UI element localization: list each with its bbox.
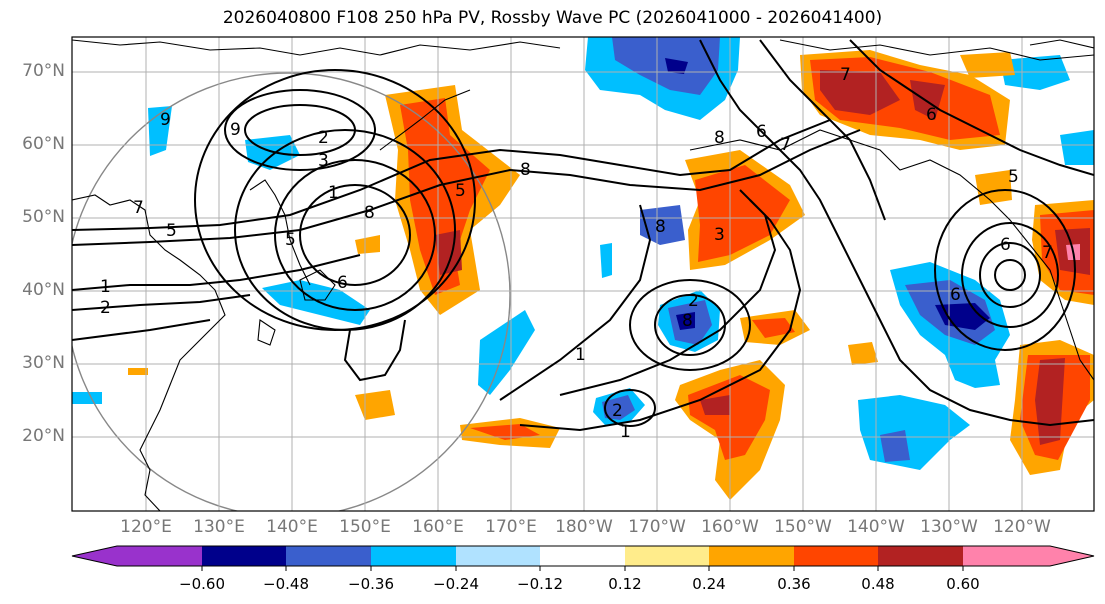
lon-label: 120°W	[993, 517, 1051, 537]
contour-label: 1	[620, 422, 631, 442]
contour-label: 9	[230, 120, 241, 140]
colorbar-tick-label: −0.12	[517, 575, 563, 593]
colorbar-tick-label: −0.48	[263, 575, 309, 593]
contour-label: 8	[714, 128, 725, 148]
contour-label: 2	[318, 128, 329, 148]
contour-label: 7	[780, 135, 791, 155]
contour-label: 8	[520, 160, 531, 180]
map-title: 2026040800 F108 250 hPa PV, Rossby Wave …	[222, 8, 883, 28]
lat-label: 20°N	[22, 426, 65, 446]
contour-label: 5	[285, 230, 296, 250]
contour-label: 3	[318, 151, 329, 171]
contour-label: 3	[714, 225, 725, 245]
lon-label: 180°W	[555, 517, 613, 537]
lat-label: 50°N	[22, 207, 65, 227]
contour-label: 6	[926, 105, 937, 125]
colorbar-extend-low	[72, 546, 117, 566]
colorbar-tick-label: 0.24	[692, 575, 726, 593]
colorbar-tick-label: −0.36	[348, 575, 394, 593]
contour-label: 2	[100, 298, 111, 318]
contour-label: 5	[166, 221, 177, 241]
colorbar-tick-label: 0.12	[608, 575, 642, 593]
lon-label: 130°W	[920, 517, 978, 537]
contour-label: 2	[688, 291, 699, 311]
lon-label: 160°W	[701, 517, 759, 537]
contour-label: 1	[328, 183, 339, 203]
map-frame	[71, 36, 1095, 512]
contour-label: 9	[160, 110, 171, 130]
coastlines	[72, 39, 1094, 511]
lon-label: 130°E	[193, 517, 245, 537]
contour-label: 1	[575, 345, 586, 365]
colorbar-tick-label: 0.48	[861, 575, 895, 593]
colorbar-tick-label: −0.60	[179, 575, 225, 593]
colorbar-extend-high	[1050, 546, 1094, 566]
lon-label: 150°E	[339, 517, 391, 537]
contour-label: 8	[682, 311, 693, 331]
contour-label: 7	[133, 198, 144, 218]
contour-label: 8	[655, 217, 666, 237]
colorbar-tick-label: 0.60	[946, 575, 980, 593]
contour-label: 5	[455, 181, 466, 201]
lon-label: 170°W	[628, 517, 686, 537]
contour-label: 7	[1042, 243, 1053, 263]
colorbar-tick-label: −0.24	[433, 575, 479, 593]
lon-label: 170°E	[485, 517, 537, 537]
lat-label: 30°N	[22, 353, 65, 373]
contour-label: 2	[612, 401, 623, 421]
contour-label: 6	[337, 273, 348, 293]
neg-anomaly-arctic-core	[612, 37, 720, 95]
lon-label: 140°W	[847, 517, 905, 537]
pv-contours	[72, 39, 1094, 432]
contour-label: 7	[840, 65, 851, 85]
colorbar	[71, 545, 1095, 571]
radius-circle	[72, 72, 511, 511]
contour-label: 6	[1000, 235, 1011, 255]
colorbar-tick-label: 0.36	[777, 575, 811, 593]
contour-labels: 2 3 1 8 5 7 1 2 6 9 8 6 3 2 1 5 6 7 7 8 …	[100, 65, 1053, 442]
lat-label: 40°N	[22, 280, 65, 300]
lon-label: 160°E	[412, 517, 464, 537]
lon-label: 150°W	[774, 517, 832, 537]
contour-label: 5	[1008, 167, 1019, 187]
contour-label: 1	[100, 277, 111, 297]
lat-label: 60°N	[22, 134, 65, 154]
lat-label: 70°N	[22, 61, 65, 81]
graticule	[72, 37, 1094, 511]
contour-label: 6	[950, 285, 961, 305]
lon-label: 120°E	[120, 517, 172, 537]
contour-label: 8	[364, 203, 375, 223]
lon-label: 140°E	[266, 517, 318, 537]
contour-label: 6	[756, 122, 767, 142]
